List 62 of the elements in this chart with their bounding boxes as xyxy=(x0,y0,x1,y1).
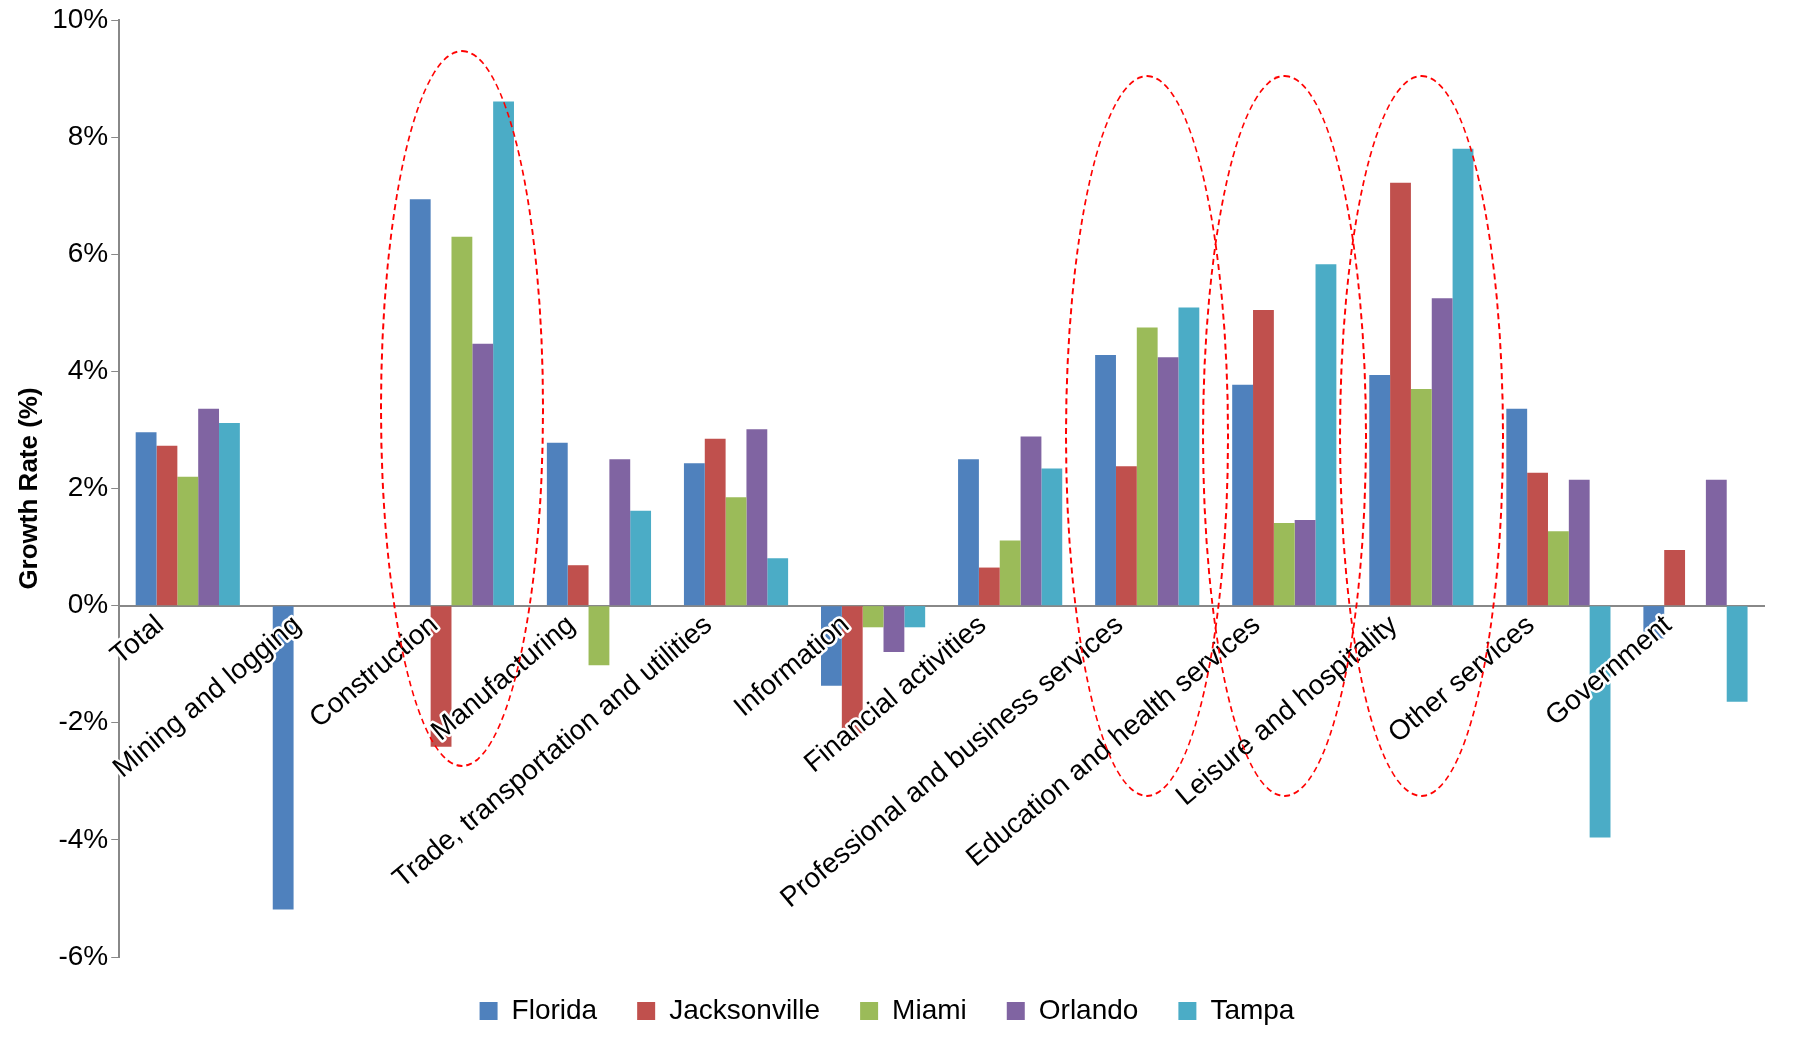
bar xyxy=(1253,309,1274,606)
bar xyxy=(1390,182,1411,606)
bar xyxy=(1568,479,1590,606)
bar xyxy=(1431,298,1453,606)
bar xyxy=(704,438,726,606)
bar xyxy=(978,567,1000,606)
bar xyxy=(472,343,494,606)
bar xyxy=(1410,388,1432,606)
bar xyxy=(1115,466,1137,606)
bar xyxy=(1664,549,1686,606)
bar xyxy=(219,422,240,606)
bar xyxy=(609,459,631,606)
y-tick-label: 4% xyxy=(67,354,109,386)
bar xyxy=(767,558,789,606)
legend-label: Jacksonville xyxy=(669,993,821,1025)
bar xyxy=(409,199,431,606)
bar xyxy=(999,540,1021,606)
bar xyxy=(493,101,514,606)
bar xyxy=(1705,479,1727,606)
y-tick-label: -4% xyxy=(58,822,109,854)
bar xyxy=(725,497,747,606)
legend-label: Orlando xyxy=(1038,993,1139,1025)
bar xyxy=(683,463,705,606)
bar xyxy=(1136,327,1158,606)
bar xyxy=(1294,520,1316,606)
bar xyxy=(1506,408,1528,606)
y-tick-label: 2% xyxy=(67,471,109,503)
bar xyxy=(862,606,884,628)
bar xyxy=(1273,523,1295,606)
bar xyxy=(1452,148,1474,606)
bar xyxy=(1095,354,1116,606)
y-tick-label: 10% xyxy=(52,2,109,34)
bar xyxy=(156,445,178,606)
bar xyxy=(1527,472,1548,606)
bar xyxy=(746,429,768,606)
y-tick-label: 6% xyxy=(67,236,109,268)
bar xyxy=(135,432,157,606)
bar xyxy=(1020,436,1042,606)
bar xyxy=(630,510,652,606)
bar xyxy=(198,408,220,606)
bar xyxy=(1315,264,1337,606)
bar xyxy=(1157,357,1179,606)
bar xyxy=(567,565,589,606)
legend-label: Miami xyxy=(892,993,967,1025)
bar xyxy=(546,442,568,606)
bar xyxy=(1232,384,1254,606)
bar xyxy=(1041,468,1063,606)
y-tick-label: -6% xyxy=(58,939,109,971)
bar xyxy=(1178,307,1200,606)
bar xyxy=(1369,374,1391,606)
bar xyxy=(1726,606,1748,702)
y-axis-title: Growth Rate (%) xyxy=(12,387,43,590)
legend-label: Tampa xyxy=(1210,993,1295,1025)
bar xyxy=(588,606,610,666)
y-tick-label: 8% xyxy=(67,119,109,151)
bar xyxy=(177,476,199,606)
y-tick-label: 0% xyxy=(67,588,109,620)
bar xyxy=(1547,531,1569,606)
bar xyxy=(451,236,473,606)
bar xyxy=(958,459,979,606)
y-tick-label: -2% xyxy=(58,705,109,737)
legend-label: Florida xyxy=(511,993,598,1025)
